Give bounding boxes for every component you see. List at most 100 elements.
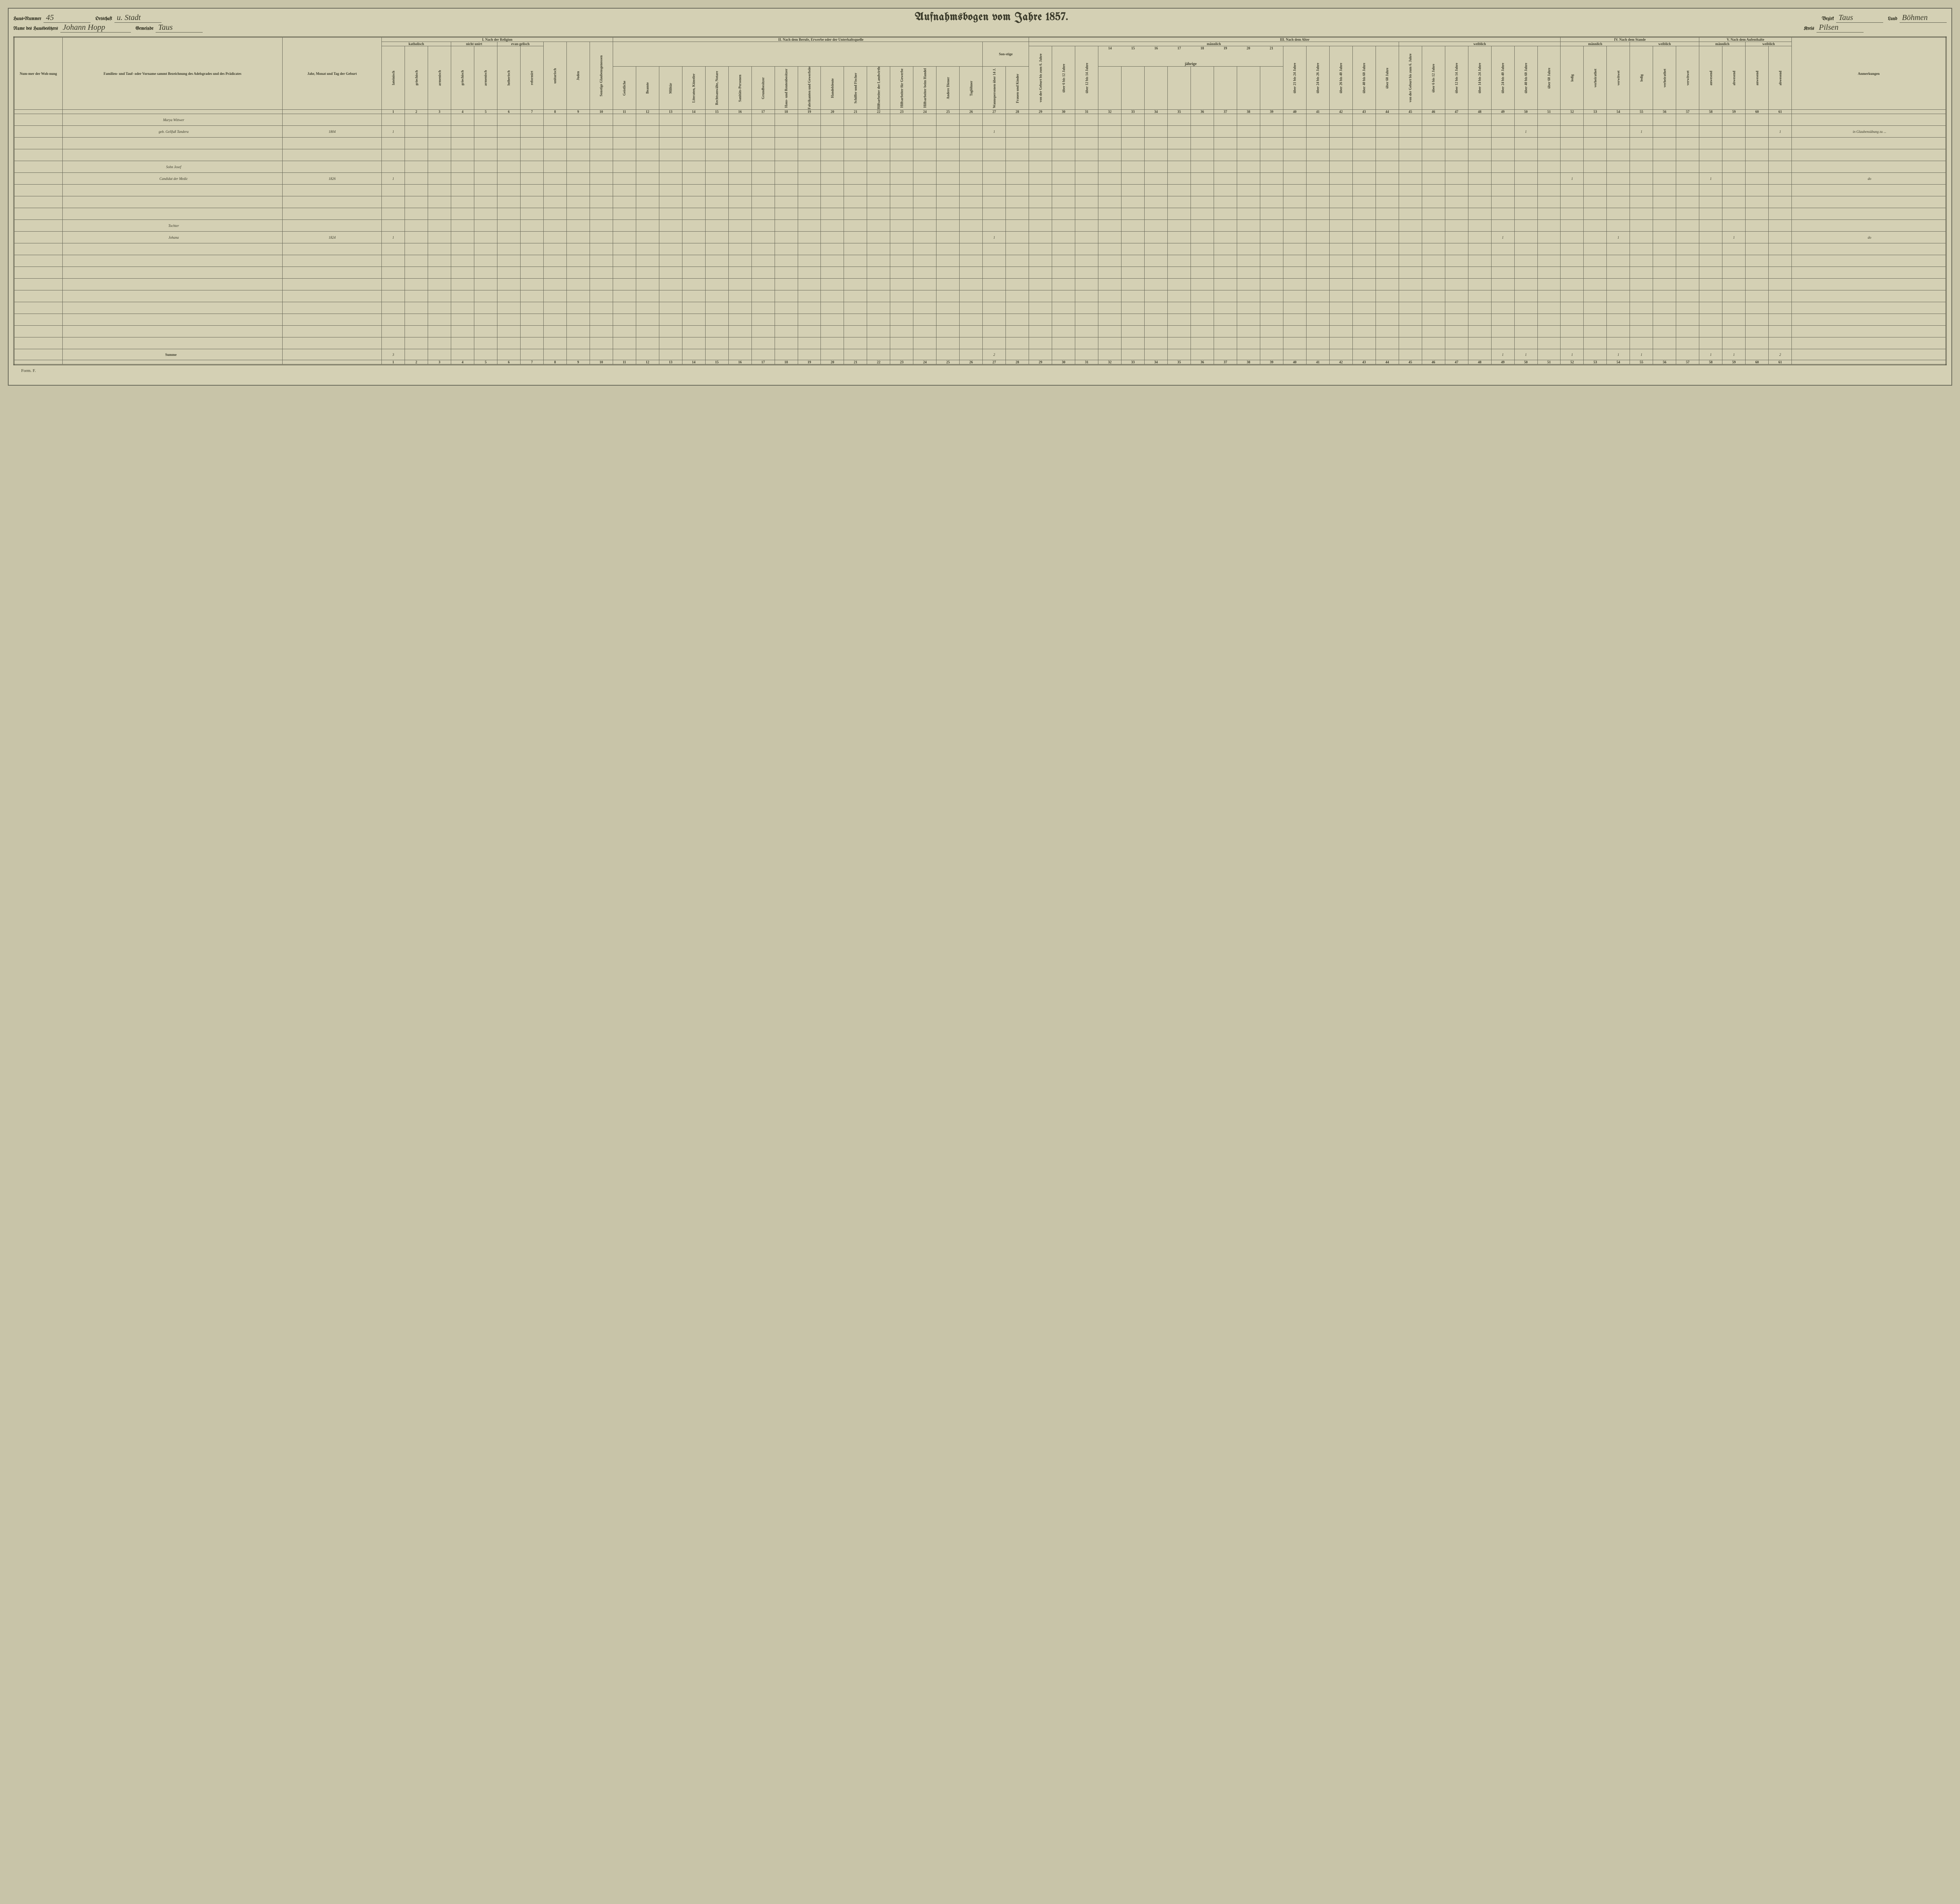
colnum-37: 37	[1214, 110, 1237, 114]
data-cell	[1537, 255, 1561, 267]
section-religion: I. Nach der Religion	[382, 37, 613, 42]
col-jaehrige-4	[1191, 67, 1214, 110]
data-cell	[1746, 243, 1769, 255]
data-cell	[1098, 196, 1122, 208]
data-cell	[1352, 267, 1376, 279]
data-cell	[798, 161, 821, 173]
data-cell	[1214, 232, 1237, 243]
summe-cell	[636, 349, 659, 360]
data-cell	[451, 255, 474, 267]
data-cell	[728, 243, 751, 255]
data-cell	[1653, 267, 1676, 279]
year-cell	[283, 302, 382, 314]
col-rel-5: armenisch	[474, 46, 497, 110]
data-cell	[636, 149, 659, 161]
data-cell	[1052, 208, 1075, 220]
colnum-46: 46	[1422, 360, 1445, 365]
data-cell	[1052, 337, 1075, 349]
hausbesitzer-label: Name des Hausbesitzers	[13, 27, 58, 31]
data-cell	[613, 302, 636, 314]
data-cell	[1422, 114, 1445, 126]
data-cell	[497, 173, 520, 185]
data-cell	[1029, 185, 1052, 196]
data-cell	[1237, 126, 1260, 138]
data-cell	[1145, 220, 1168, 232]
data-cell	[1699, 337, 1722, 349]
data-cell	[1445, 149, 1468, 161]
data-cell	[751, 220, 775, 232]
data-cell	[983, 185, 1006, 196]
data-cell	[1306, 185, 1329, 196]
data-cell	[1607, 290, 1630, 302]
data-cell	[451, 149, 474, 161]
data-cell	[1607, 220, 1630, 232]
data-cell	[1214, 161, 1237, 173]
data-cell	[1237, 267, 1260, 279]
colnum-37: 37	[1214, 360, 1237, 365]
data-cell	[728, 138, 751, 149]
data-cell	[1537, 196, 1561, 208]
data-cell	[1746, 279, 1769, 290]
data-cell	[1006, 208, 1029, 220]
data-cell	[497, 302, 520, 314]
data-cell	[1098, 337, 1122, 349]
data-cell	[1699, 114, 1722, 126]
data-cell	[1422, 314, 1445, 326]
data-cell	[1191, 243, 1214, 255]
data-cell	[751, 208, 775, 220]
column-numbers-row: 1234567891011121314151617181920212223242…	[14, 110, 1946, 114]
data-cell	[867, 302, 890, 314]
data-cell: 1	[1722, 232, 1746, 243]
colnum-28: 28	[1006, 360, 1029, 365]
data-cell	[1237, 114, 1260, 126]
summe-cell	[1746, 349, 1769, 360]
data-cell	[960, 173, 983, 185]
data-cell	[1630, 314, 1653, 326]
data-cell	[1722, 126, 1746, 138]
data-cell	[1561, 326, 1584, 337]
data-cell	[867, 290, 890, 302]
census-table: Num-mer der Woh-nung Familien- und Tauf-…	[13, 36, 1947, 365]
summe-cell	[1329, 349, 1352, 360]
data-cell	[1145, 279, 1168, 290]
data-cell	[1306, 149, 1329, 161]
data-cell	[821, 161, 844, 173]
data-cell	[1329, 302, 1352, 314]
data-cell	[1098, 302, 1122, 314]
year-cell	[283, 326, 382, 337]
data-cell: 1	[1514, 126, 1537, 138]
data-cell	[520, 232, 543, 243]
col-beruf-2: Militär	[659, 67, 682, 110]
data-cell	[566, 279, 590, 290]
data-cell	[1214, 255, 1237, 267]
data-cell	[775, 267, 798, 279]
data-cell	[844, 173, 867, 185]
data-cell	[1029, 337, 1052, 349]
data-cell	[1676, 326, 1699, 337]
data-cell	[1514, 302, 1537, 314]
data-cell	[751, 126, 775, 138]
data-cell	[451, 337, 474, 349]
summe-cell	[1237, 349, 1260, 360]
name-cell: Johana	[62, 232, 283, 243]
remark-cell	[1792, 314, 1946, 326]
data-cell	[751, 149, 775, 161]
data-cell	[1214, 196, 1237, 208]
data-cell	[1191, 290, 1214, 302]
summe-cell	[1214, 349, 1237, 360]
data-cell	[1445, 290, 1468, 302]
data-cell	[844, 232, 867, 243]
data-cell	[1052, 290, 1075, 302]
data-cell	[1306, 173, 1329, 185]
data-cell	[936, 126, 960, 138]
data-cell	[1676, 196, 1699, 208]
data-cell	[821, 138, 844, 149]
data-cell	[474, 267, 497, 279]
colnum-2: 2	[405, 110, 428, 114]
data-cell	[1352, 279, 1376, 290]
data-cell	[659, 255, 682, 267]
data-cell	[636, 161, 659, 173]
data-cell	[1352, 185, 1376, 196]
col-juden: Juden	[566, 42, 590, 110]
data-cell	[867, 149, 890, 161]
